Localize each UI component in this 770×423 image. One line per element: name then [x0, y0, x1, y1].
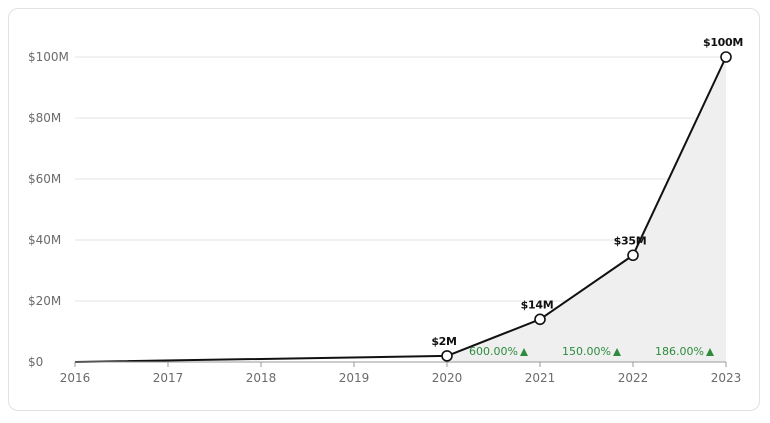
- x-tick-label: 2016: [60, 371, 91, 385]
- x-tick-label: 2017: [153, 371, 184, 385]
- area-fill: [447, 57, 726, 362]
- data-labels: $2M $14M $35M $100M: [431, 36, 743, 348]
- y-tick-label: $60M: [28, 172, 61, 186]
- x-tick-label: 2021: [525, 371, 556, 385]
- y-tick-label: $0: [28, 355, 43, 369]
- data-point: [534, 313, 546, 326]
- data-label: $100M: [703, 36, 743, 49]
- triangle-up-icon: [613, 348, 621, 356]
- growth-label: 600.00%: [469, 345, 518, 358]
- y-axis-labels: $0 $20M $40M $60M $80M $100M: [28, 50, 69, 369]
- x-axis-labels: 2016 2017 2018 2019 2020 2021 2022 2023: [60, 371, 742, 385]
- x-tick-label: 2019: [339, 371, 370, 385]
- growth-label: 186.00%: [655, 345, 704, 358]
- x-tick-label: 2020: [432, 371, 463, 385]
- data-label: $2M: [431, 335, 456, 348]
- x-tick-label: 2022: [618, 371, 649, 385]
- data-point: [441, 350, 453, 362]
- data-point: [720, 51, 732, 63]
- triangle-up-icon: [706, 348, 714, 356]
- y-tick-label: $80M: [28, 111, 61, 125]
- data-point: [627, 249, 639, 262]
- x-axis: [74, 361, 727, 367]
- data-label: $35M: [614, 234, 647, 247]
- growth-label: 150.00%: [562, 345, 611, 358]
- x-tick-label: 2018: [246, 371, 277, 385]
- y-tick-label: $100M: [28, 50, 69, 64]
- y-tick-label: $40M: [28, 233, 61, 247]
- y-tick-label: $20M: [28, 294, 61, 308]
- growth-annotations: 600.00% 150.00% 186.00%: [469, 345, 714, 358]
- area-shape: [447, 57, 726, 362]
- data-points: [441, 51, 732, 362]
- x-tick-label: 2023: [711, 371, 742, 385]
- data-label: $14M: [521, 298, 554, 311]
- triangle-up-icon: [520, 348, 528, 356]
